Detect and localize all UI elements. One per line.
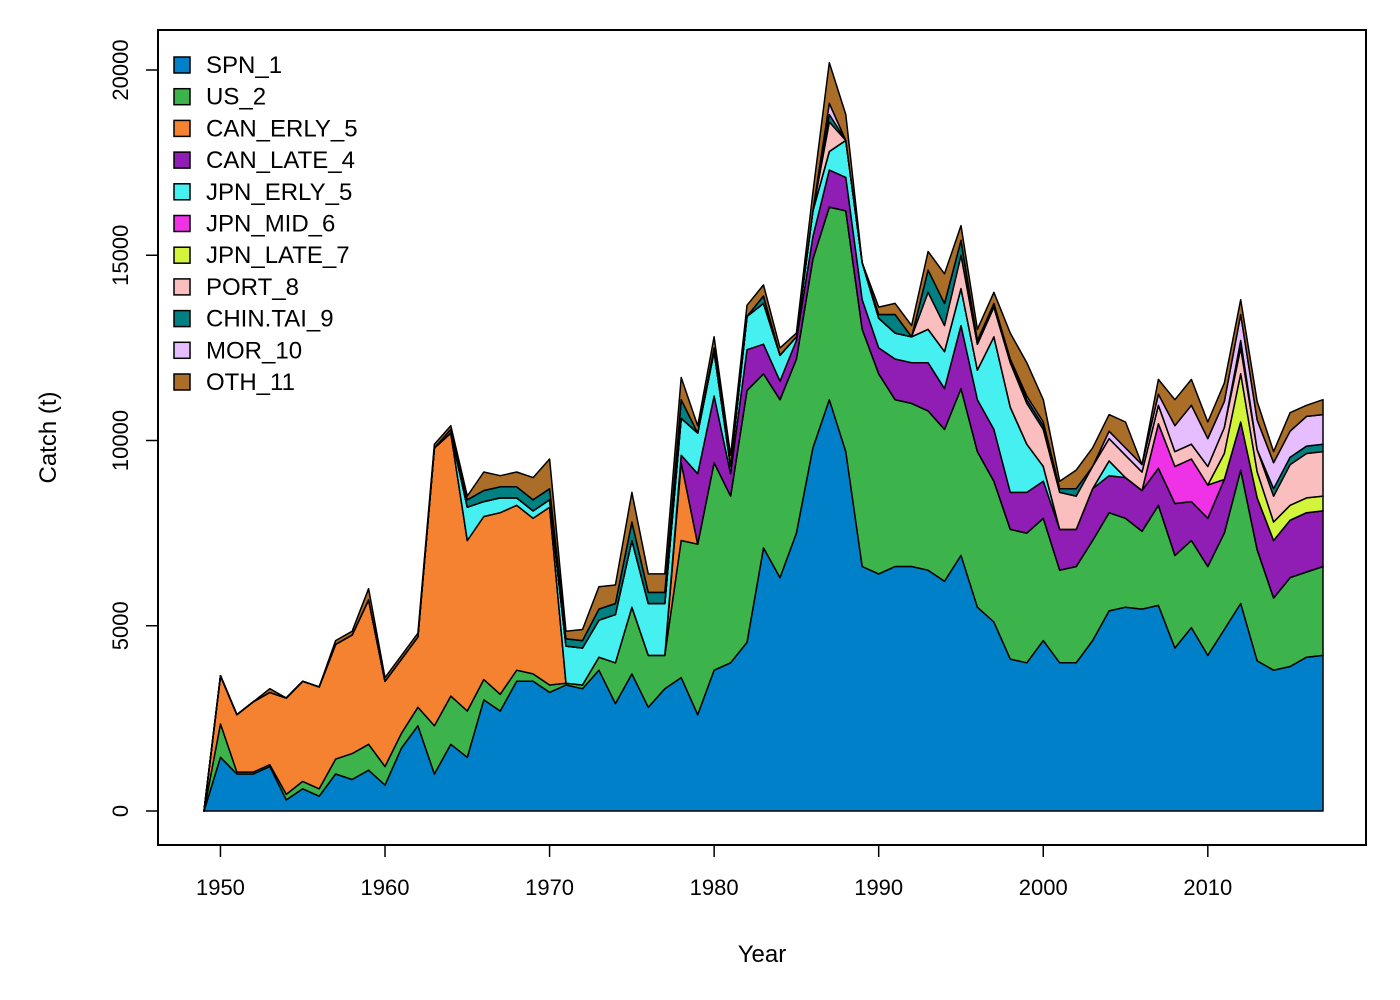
legend-swatch [173, 183, 191, 201]
legend-swatch [173, 246, 191, 264]
legend-label: CAN_LATE_4 [206, 147, 355, 174]
x-tick-label: 2000 [1019, 875, 1068, 900]
legend-item-port-8: PORT_8 [173, 274, 299, 301]
legend-swatch [173, 119, 191, 138]
x-tick-label: 1990 [854, 875, 903, 900]
legend-item-jpn-mid-6: JPN_MID_6 [173, 211, 335, 238]
legend-item-us-2: US_2 [173, 84, 266, 111]
legend-item-jpn-erly-5: JPN_ERLY_5 [173, 179, 352, 206]
y-tick-label: 10000 [108, 410, 133, 471]
legend: SPN_1 US_2 CAN_ERLY_5 CAN_LATE_4 JPN_ERLY_5 J… [173, 52, 358, 396]
legend-label: JPN_ERLY_5 [206, 179, 352, 206]
area-series-oth-11 [203, 61, 1324, 812]
legend-label: US_2 [206, 84, 266, 111]
legend-item-jpn-late-7: JPN_LATE_7 [173, 242, 350, 269]
x-axis: 1950 1960 1970 1980 1990 2000 2010 [196, 844, 1232, 900]
legend-label: PORT_8 [206, 274, 299, 301]
legend-label: SPN_1 [206, 52, 282, 79]
legend-label: CHIN.TAI_9 [206, 306, 334, 333]
legend-swatch [173, 214, 191, 233]
legend-swatch [173, 341, 191, 360]
legend-swatch [173, 278, 191, 296]
legend-swatch [173, 309, 191, 328]
legend-item-can-erly-5: CAN_ERLY_5 [173, 115, 358, 142]
legend-label: CAN_ERLY_5 [206, 115, 358, 142]
legend-swatch [173, 87, 191, 106]
y-axis: 0 5000 10000 15000 20000 [108, 39, 159, 817]
legend-item-can-late-4: CAN_LATE_4 [173, 147, 355, 174]
x-tick-label: 1980 [690, 875, 739, 900]
legend-swatch [173, 56, 191, 74]
x-axis-title: Year [738, 941, 787, 968]
legend-swatch [173, 151, 191, 169]
legend-label: JPN_MID_6 [206, 211, 335, 238]
x-tick-label: 1960 [361, 875, 410, 900]
legend-swatch [173, 373, 191, 391]
legend-label: MOR_10 [206, 337, 302, 364]
x-tick-label: 2010 [1183, 875, 1232, 900]
x-tick-label: 1970 [525, 875, 574, 900]
y-tick-label: 0 [108, 805, 133, 817]
y-tick-label: 5000 [108, 601, 133, 650]
legend-item-spn-1: SPN_1 [173, 52, 282, 79]
y-tick-label: 20000 [108, 39, 133, 100]
legend-item-mor-10: MOR_10 [173, 337, 302, 364]
legend-item-oth-11: OTH_11 [173, 369, 295, 396]
y-axis-title: Catch (t) [35, 391, 62, 483]
x-tick-label: 1950 [196, 875, 245, 900]
legend-label: JPN_LATE_7 [206, 242, 350, 269]
legend-item-chin-tai-9: CHIN.TAI_9 [173, 306, 334, 333]
area-layers [203, 61, 1324, 812]
y-tick-label: 15000 [108, 225, 133, 286]
legend-label: OTH_11 [206, 369, 295, 396]
